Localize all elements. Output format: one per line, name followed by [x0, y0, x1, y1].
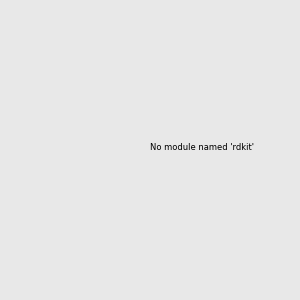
Text: No module named 'rdkit': No module named 'rdkit'	[150, 143, 254, 152]
